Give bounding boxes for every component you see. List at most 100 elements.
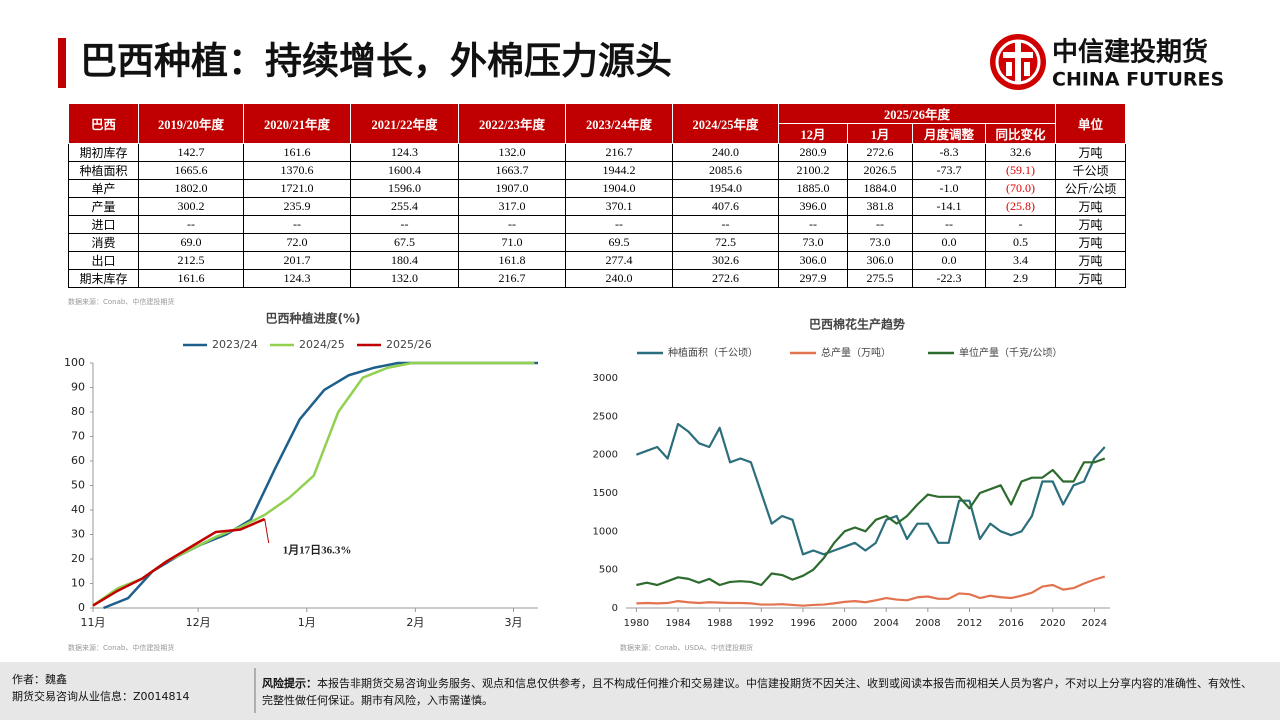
table-cell: 381.8 — [847, 197, 913, 216]
table-cell: 0.0 — [912, 233, 986, 252]
series-line — [636, 457, 1106, 587]
table-cell: 1954.0 — [672, 179, 779, 198]
table-cell: 0.0 — [912, 251, 986, 270]
table-cell: 277.4 — [565, 251, 673, 270]
header-cell: 2021/22年度 — [350, 103, 459, 144]
y-tick-label: 90 — [71, 381, 85, 394]
table-cell: 67.5 — [350, 233, 459, 252]
table-cell: 216.7 — [458, 269, 566, 288]
x-tick-label: 11月 — [81, 616, 106, 629]
table-cell: 302.6 — [672, 251, 779, 270]
table-row: 种植面积 1665.6 1370.6 1600.4 1663.7 1944.2 2085.6… — [68, 161, 1127, 180]
table-cell: 0.5 — [984, 233, 1057, 252]
table-cell: 161.6 — [243, 143, 351, 162]
table-cell: 72.0 — [243, 233, 351, 252]
table-cell: 73.0 — [847, 233, 913, 252]
table-cell: 216.7 — [565, 143, 673, 162]
table-row: 出口 212.5 201.7 180.4 161.8 277.4 302.6 306.0 306… — [68, 251, 1127, 270]
series-line — [103, 361, 538, 610]
table-cell: 期末库存 — [68, 269, 139, 288]
table-cell: 212.5 — [138, 251, 244, 270]
table-row: 消费 69.0 72.0 67.5 71.0 69.5 72.5 73.0 73.0 0.0 0.5… — [68, 233, 1127, 252]
table-cell: 124.3 — [243, 269, 351, 288]
y-tick-label: 1500 — [593, 488, 618, 499]
series-line — [92, 361, 535, 607]
x-tick-label: 2016 — [998, 618, 1023, 629]
table-row: 产量 300.2 235.9 255.4 317.0 370.1 407.6 396.0 381… — [68, 197, 1127, 216]
table-cell: -- — [565, 215, 673, 234]
table-cell: 期初库存 — [68, 143, 139, 162]
table-cell: 种植面积 — [68, 161, 139, 180]
header-row: 巴西 2019/20年度 2020/21年度 2021/22年度 2022/23年度 20… — [68, 103, 1127, 144]
table-cell: -1.0 — [912, 179, 986, 198]
header-cell: 月度调整 — [912, 123, 986, 144]
table-cell: 240.0 — [672, 143, 779, 162]
chart-title: 巴西种植进度(%) — [266, 311, 361, 326]
table-row: 期末库存 161.6 124.3 132.0 216.7 240.0 272.6 297.9 2… — [68, 269, 1127, 288]
table-cell: -- — [912, 215, 986, 234]
table-cell: -- — [672, 215, 779, 234]
table-cell: 1663.7 — [458, 161, 566, 180]
x-tick-label: 1988 — [707, 618, 732, 629]
table-cell: 132.0 — [350, 269, 459, 288]
x-tick-label: 3月 — [504, 616, 522, 629]
table-cell: 396.0 — [778, 197, 848, 216]
license: 期货交易咨询从业信息：Z0014814 — [12, 689, 190, 703]
source-note: 数据来源：Conab、中信建投期货 — [68, 297, 174, 306]
header-cell: 2020/21年度 — [243, 103, 351, 144]
table-cell: 300.2 — [138, 197, 244, 216]
table-cell: 1600.4 — [350, 161, 459, 180]
risk-label: 风险提示： — [262, 677, 317, 690]
table-cell: -8.3 — [912, 143, 986, 162]
table-cell: 万吨 — [1055, 251, 1127, 270]
table-cell: 万吨 — [1055, 233, 1127, 252]
legend-label: 2023/24 — [212, 338, 258, 351]
title-bar — [58, 38, 66, 88]
series-line — [636, 422, 1106, 556]
header-cell: 12月 — [778, 123, 848, 144]
table-cell: 71.0 — [458, 233, 566, 252]
table-cell: 255.4 — [350, 197, 459, 216]
source-note: 数据来源：Conab、中信建投期货 — [68, 643, 174, 652]
header-cell: 2024/25年度 — [672, 103, 779, 144]
table-cell: 72.5 — [672, 233, 779, 252]
table-cell: 千公顷 — [1055, 161, 1127, 180]
table-cell: 万吨 — [1055, 197, 1127, 216]
table-cell: -14.1 — [912, 197, 986, 216]
table-cell: 180.4 — [350, 251, 459, 270]
header-row: 12月 1月 月度调整 同比变化 — [69, 123, 1126, 144]
y-tick-label: 1000 — [593, 526, 618, 537]
x-tick-label: 2月 — [406, 616, 424, 629]
table-cell: 万吨 — [1055, 143, 1127, 162]
table-cell: 万吨 — [1055, 269, 1127, 288]
y-tick-label: 60 — [71, 454, 85, 467]
table-cell: 132.0 — [458, 143, 566, 162]
y-tick-label: 20 — [71, 552, 85, 565]
y-tick-label: 2000 — [593, 450, 618, 461]
table-cell: 407.6 — [672, 197, 779, 216]
legend-label: 种植面积（千公顷） — [668, 346, 758, 359]
x-tick-label: 1月 — [298, 616, 316, 629]
table-cell: 161.6 — [138, 269, 244, 288]
x-tick-label: 2012 — [957, 618, 982, 629]
legend-label: 单位产量（千克/公顷） — [959, 346, 1062, 359]
y-tick-label: 30 — [71, 528, 85, 541]
annotation-leader — [264, 518, 270, 544]
x-tick-label: 2008 — [915, 618, 940, 629]
table-cell: 201.7 — [243, 251, 351, 270]
table-cell: -- — [458, 215, 566, 234]
table-cell: 1665.6 — [138, 161, 244, 180]
source-note: 数据来源：Conab、USDA、中信建投期货 — [620, 643, 753, 652]
table-cell: 370.1 — [565, 197, 673, 216]
table-cell: 280.9 — [778, 143, 848, 162]
table-cell: -- — [778, 215, 848, 234]
y-tick-label: 50 — [71, 479, 85, 492]
y-tick-label: 80 — [71, 405, 85, 418]
legend-label: 2024/25 — [299, 338, 345, 351]
table-cell: 1907.0 — [458, 179, 566, 198]
table-cell: (59.1) — [984, 161, 1057, 180]
table-row: 进口 -- -- -- -- -- -- -- -- -- - 万吨 — [68, 215, 1127, 234]
y-tick-label: 3000 — [593, 373, 618, 384]
table-cell: 产量 — [68, 197, 139, 216]
